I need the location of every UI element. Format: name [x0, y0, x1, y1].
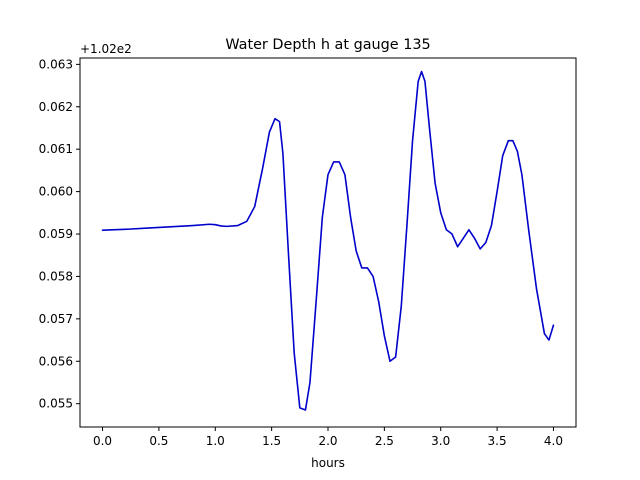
series-line-0 — [101, 70, 555, 411]
x-tick-label: 3.0 — [431, 434, 450, 448]
x-tick-label: 2.0 — [318, 434, 337, 448]
chart-title: Water Depth h at gauge 135 — [225, 37, 430, 53]
x-tick-label: 3.5 — [488, 434, 507, 448]
y-tick-label: 0.055 — [39, 397, 73, 411]
y-tick-label: 0.057 — [39, 312, 73, 326]
y-tick-label: 0.061 — [39, 142, 73, 156]
y-tick-label: 0.063 — [39, 57, 73, 71]
y-offset-label: +1.02e2 — [80, 42, 132, 56]
y-tick-label: 0.058 — [39, 269, 73, 283]
x-tick-label: 2.5 — [375, 434, 394, 448]
axes: 0.0 0.5 1.0 1.5 2.0 2.5 3.0 3.5 4.0 0.055 0.056 0.0… — [39, 57, 577, 448]
y-tick-label: 0.056 — [39, 354, 73, 368]
x-tick-label: 1.0 — [206, 434, 225, 448]
y-tick-label: 0.060 — [39, 185, 73, 199]
y-tick-label: 0.062 — [39, 100, 73, 114]
x-tick-label: 0.0 — [93, 434, 112, 448]
x-tick-label: 0.5 — [149, 434, 168, 448]
plot-area — [101, 70, 555, 411]
y-tick-label: 0.059 — [39, 227, 73, 241]
x-tick-label: 1.5 — [262, 434, 281, 448]
x-axis-label: hours — [311, 456, 345, 470]
x-tick-label: 4.0 — [544, 434, 563, 448]
